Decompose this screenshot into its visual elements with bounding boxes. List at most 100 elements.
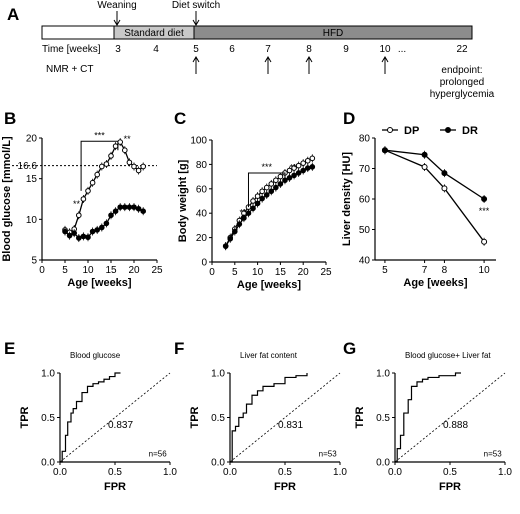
data-point (99, 163, 105, 170)
y-tick-label: 1.0 (41, 369, 55, 380)
week-tick-label: 7 (265, 44, 271, 55)
n-label: n=53 (319, 450, 338, 459)
data-point (62, 228, 68, 235)
chart-C: 0 5 10 15 20 25 0 20 40 60 80 100 Age [weeks] Body we… (177, 136, 332, 292)
y-tick-label: 80 (196, 160, 208, 171)
x-tick-label: 5 (62, 265, 68, 276)
x-tick-label: 25 (320, 267, 332, 278)
week-tick-label: 3 (115, 44, 121, 55)
data-point (76, 212, 82, 219)
data-point (441, 185, 448, 192)
hfd-label: HFD (323, 28, 344, 39)
auc-value: 0.837 (108, 420, 133, 431)
annotation: *** (479, 206, 490, 216)
data-point (94, 227, 100, 233)
chart-G: Blood glucose+ Liver fat 0.00.0 0.5 0.5 1.0 1… (354, 351, 512, 493)
data-point (481, 196, 488, 202)
series-line (64, 141, 144, 234)
x-axis-label: FPR (274, 481, 296, 493)
annotation: ** (73, 199, 81, 209)
y-tick-label: 40 (196, 209, 208, 220)
data-point (245, 210, 252, 216)
x-tick-label: 15 (105, 265, 117, 276)
x-tick-label: 10 (82, 265, 94, 276)
y-tick-label: 80 (359, 134, 371, 145)
data-point (309, 155, 316, 162)
scan-arrowhead (264, 56, 272, 63)
data-point (236, 221, 243, 227)
significance-bracket (247, 172, 286, 208)
endpoint-line-1: endpoint: (441, 65, 482, 76)
data-point (295, 170, 302, 176)
data-point (421, 151, 428, 158)
data-point (80, 233, 87, 240)
data-point (263, 192, 270, 198)
legend-marker (445, 127, 451, 133)
x-tick-label: 1.0 (333, 467, 347, 478)
n-label: n=56 (149, 450, 168, 459)
data-point (85, 188, 91, 194)
panel-d-label: D (343, 109, 355, 128)
week-tick-label: 4 (153, 44, 159, 55)
x-tick-label: 5 (382, 265, 388, 276)
y-tick-label: 15 (26, 174, 38, 185)
data-point (140, 163, 146, 170)
data-point (103, 161, 110, 167)
series-line (225, 166, 313, 247)
week-tick-label: 5 (193, 44, 199, 55)
panel-g-label: G (343, 339, 356, 358)
week-tick-label: 10 (379, 44, 391, 55)
y-axis-label: Body weight [g] (177, 159, 189, 242)
data-point (80, 196, 87, 202)
data-point (286, 175, 293, 181)
y-axis-label: Blood glucose [mmol/L] (1, 136, 13, 262)
data-point (286, 167, 293, 174)
x-tick-label: 0.5 (278, 467, 292, 478)
chance-line (394, 372, 506, 463)
data-point (250, 198, 256, 204)
x-tick-label: 0 (209, 267, 215, 278)
y-tick-label: 1.0 (211, 369, 225, 380)
x-tick-label: 1.0 (163, 467, 177, 478)
y-tick-label: 50 (359, 225, 371, 236)
roc-curve (60, 372, 121, 463)
data-point (309, 164, 316, 170)
data-point (481, 238, 488, 245)
data-point (94, 171, 100, 178)
y-tick-label: 0.0 (41, 458, 55, 469)
nmr-ct-label: NMR + CT (46, 64, 94, 75)
data-point (381, 147, 388, 154)
x-tick-label: 15 (275, 267, 287, 278)
chance-line (59, 372, 171, 463)
data-point (135, 167, 142, 174)
data-point (304, 165, 311, 171)
annotation: *** (94, 130, 105, 140)
series-line (384, 149, 485, 200)
data-point (277, 173, 284, 180)
data-point (85, 234, 91, 241)
data-point (126, 159, 133, 166)
data-point (250, 205, 256, 212)
data-point (259, 195, 265, 202)
x-axis-label: Age [weeks] (67, 277, 132, 289)
y-tick-label: 100 (190, 136, 207, 147)
data-point (89, 228, 96, 235)
week-tick-label: 9 (343, 44, 349, 55)
data-point (122, 147, 128, 153)
x-axis-label: FPR (439, 481, 461, 493)
y-tick-label: 1.0 (376, 369, 390, 380)
panel-c-label: C (174, 109, 186, 128)
x-tick-label: 25 (151, 265, 163, 276)
week-ticks: 3 4 5 6 7 8 9 10... 22 (115, 44, 468, 55)
data-point (131, 204, 137, 210)
week-tick-label: 8 (306, 44, 312, 55)
data-point (232, 228, 238, 235)
data-point (112, 208, 119, 214)
data-point (273, 177, 279, 184)
x-tick-label: 0.5 (108, 467, 122, 478)
scan-arrowhead (305, 56, 313, 63)
data-point (66, 232, 73, 239)
significance-bracket (80, 140, 119, 191)
